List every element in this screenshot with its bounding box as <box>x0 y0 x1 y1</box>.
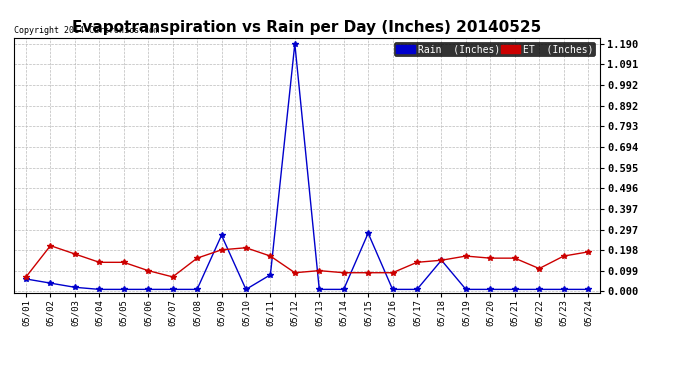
Title: Evapotranspiration vs Rain per Day (Inches) 20140525: Evapotranspiration vs Rain per Day (Inch… <box>72 20 542 35</box>
Legend: Rain  (Inches), ET  (Inches): Rain (Inches), ET (Inches) <box>394 42 595 56</box>
Text: Copyright 2014 Cartronics.com: Copyright 2014 Cartronics.com <box>14 26 159 35</box>
